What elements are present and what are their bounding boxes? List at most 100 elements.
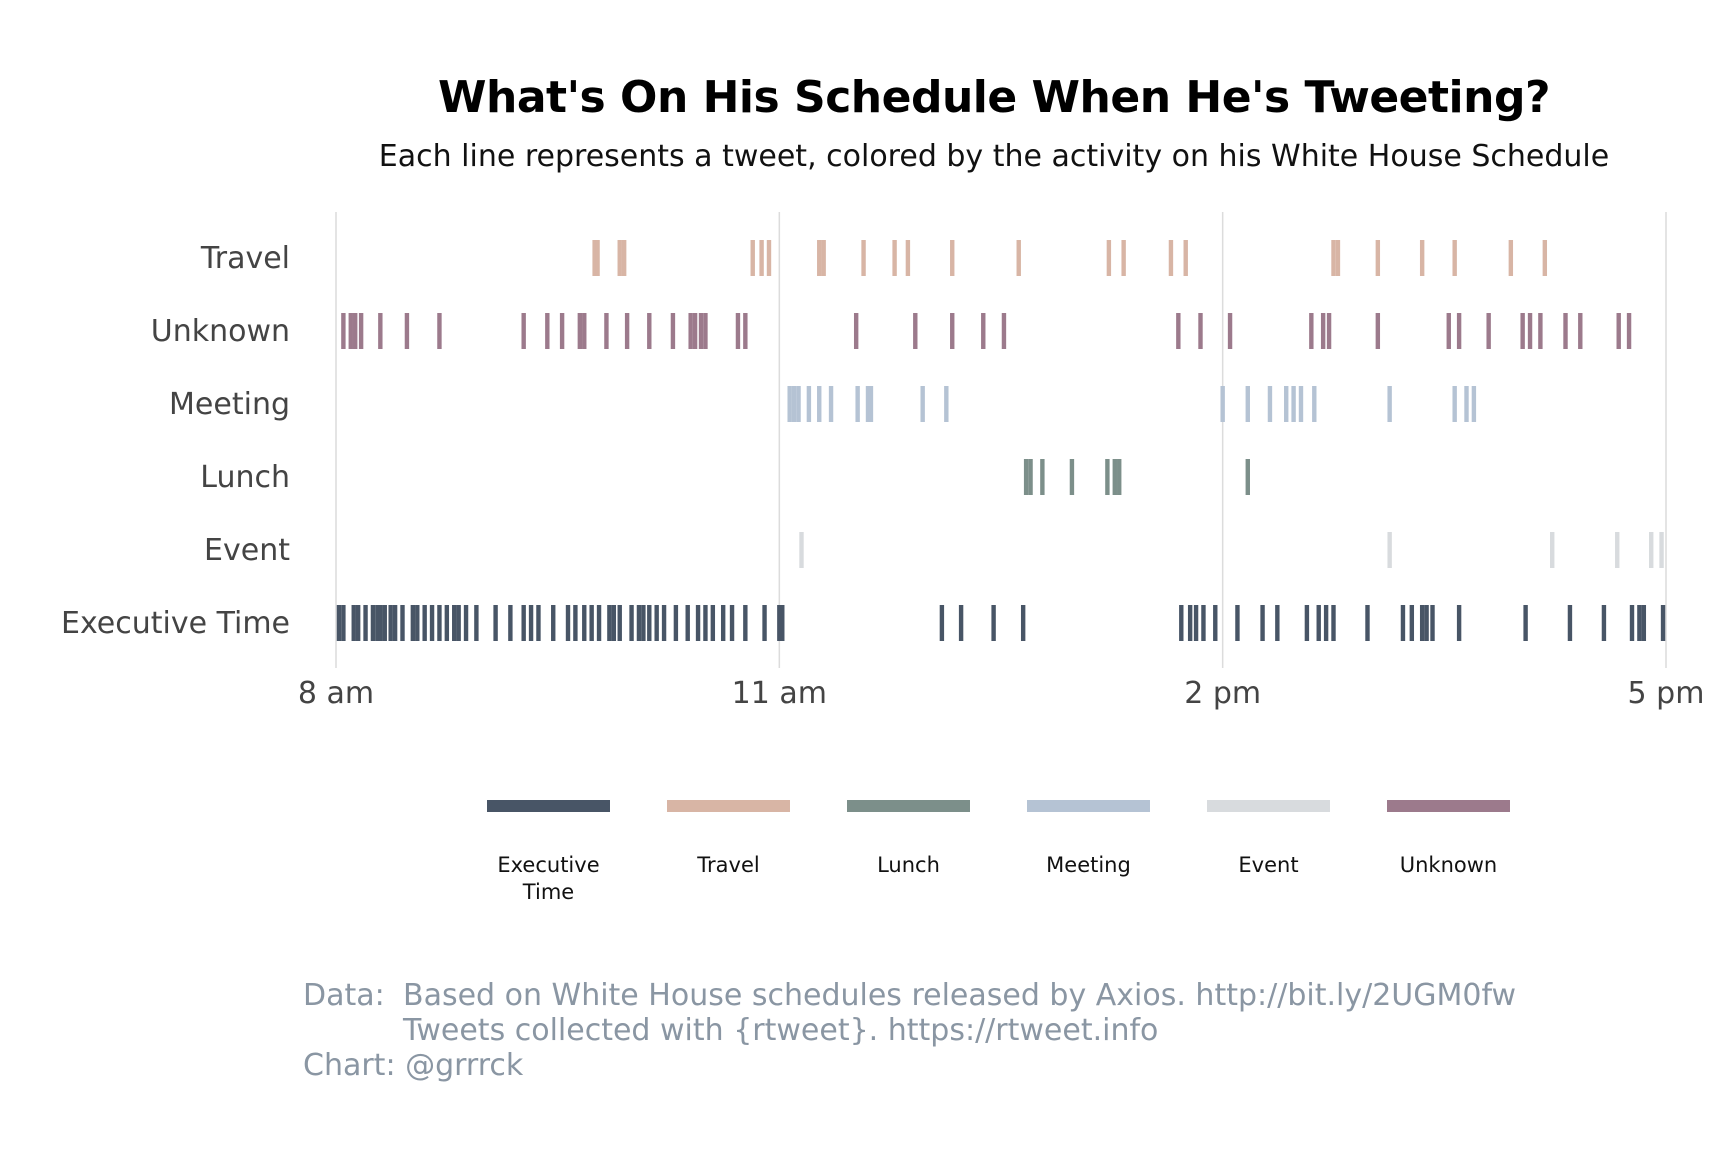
tweet-tick [336,605,342,641]
tweet-tick [1387,386,1392,422]
tweet-tick [654,605,659,641]
tweet-tick [780,605,785,641]
tweet-tick [720,605,726,641]
tweet-tick [400,605,405,641]
legend-item: Meeting [1027,800,1150,879]
tweet-tick [821,240,826,276]
tweet-tick [1106,240,1112,276]
tweet-tick [1452,240,1457,276]
legend-swatch [1387,800,1510,812]
tweet-tick [444,605,450,641]
tweet-tick [647,605,652,641]
tweet-tick [1637,605,1642,641]
x-tick-label: 5 pm [1628,676,1705,711]
y-category-label: Meeting [169,387,290,422]
tweet-tick [1260,605,1265,641]
tweet-tick [589,605,594,641]
tweet-tick [353,313,358,349]
tweet-tick [939,605,945,641]
tweet-tick [551,605,556,641]
tweet-tick [1213,605,1218,641]
tweet-tick [617,240,622,276]
caption: Data: Based on White House schedules rel… [303,978,1516,1083]
tweet-tick [777,605,782,641]
tweet-tick [743,313,748,349]
y-category-label: Event [204,533,290,568]
tweet-tick [762,605,767,641]
tweet-tick [1275,605,1280,641]
tweet-tick [388,605,393,641]
tweet-tick [913,313,918,349]
tweet-tick [1121,240,1126,276]
tweet-tick [410,605,416,641]
tweet-tick [1446,313,1451,349]
tweet-tick [1245,459,1250,495]
tweet-tick [743,605,748,641]
legend-item: Lunch [847,800,970,879]
y-category-label: Unknown [151,314,290,349]
legend-item: Executive Time [487,800,610,906]
tweet-tick [1563,313,1568,349]
tweet-tick [341,605,346,641]
tweet-tick [670,313,676,349]
tweet-tick [474,605,479,641]
tweet-tick [1567,605,1573,641]
x-tick-label: 8 am [298,676,374,711]
tweet-tick [950,240,955,276]
tweet-tick [559,313,565,349]
tweet-tick [1316,605,1321,641]
tweet-tick [817,386,822,422]
tweet-tick [868,386,874,422]
tweet-tick [611,605,617,641]
legend-item: Travel [667,800,790,879]
tweet-tick [1023,459,1029,495]
tweet-tick [1312,386,1317,422]
tweet-tick [1235,605,1240,641]
tweet-tick [1456,313,1462,349]
chart-subtitle: Each line represents a tweet, colored by… [378,139,1610,174]
tweet-tick [920,386,925,422]
tweet-tick [1456,605,1462,641]
tweet-tick [1183,240,1188,276]
tweet-tick [1335,240,1341,276]
tweet-tick [528,605,534,641]
tweet-tick [698,313,704,349]
tweet-tick [1179,605,1184,641]
tweet-tick [1527,313,1533,349]
tweet-tick [521,605,526,641]
tweet-tick [1615,532,1620,568]
caption-data-key: Data: [303,978,385,1013]
tweet-tick [1245,386,1250,422]
tweet-tick [565,605,571,641]
tweet-tick [861,240,866,276]
tweet-tick [853,313,859,349]
tweet-tick [1626,313,1632,349]
tweet-tick [621,240,627,276]
legend-swatch [667,800,790,812]
legend-label: Executive Time [497,853,600,904]
tweet-tick [1267,386,1273,422]
tweet-tick [1323,605,1329,641]
tweet-tick [695,605,701,641]
tweet-tick [1020,605,1026,641]
tweet-tick [452,605,457,641]
tweet-tick [787,386,792,422]
legend-label: Lunch [877,853,940,877]
tweet-tick [950,313,955,349]
tweet-tick [573,605,578,641]
tweet-tick [624,313,630,349]
tweet-tick [1375,313,1381,349]
tweet-tick [582,313,587,349]
tweet-tick [817,240,822,276]
tweet-tick [1040,459,1045,495]
legend-swatch [1207,800,1330,812]
tweet-tick [1659,532,1664,568]
tweet-tick [1220,386,1225,422]
tweet-tick [1309,313,1314,349]
tweet-tick [595,240,600,276]
tweet-tick [1520,313,1525,349]
y-category-label: Executive Time [61,606,290,641]
tweet-tick [1320,313,1326,349]
tweet-tick [577,313,583,349]
tweet-tick [1375,240,1381,276]
